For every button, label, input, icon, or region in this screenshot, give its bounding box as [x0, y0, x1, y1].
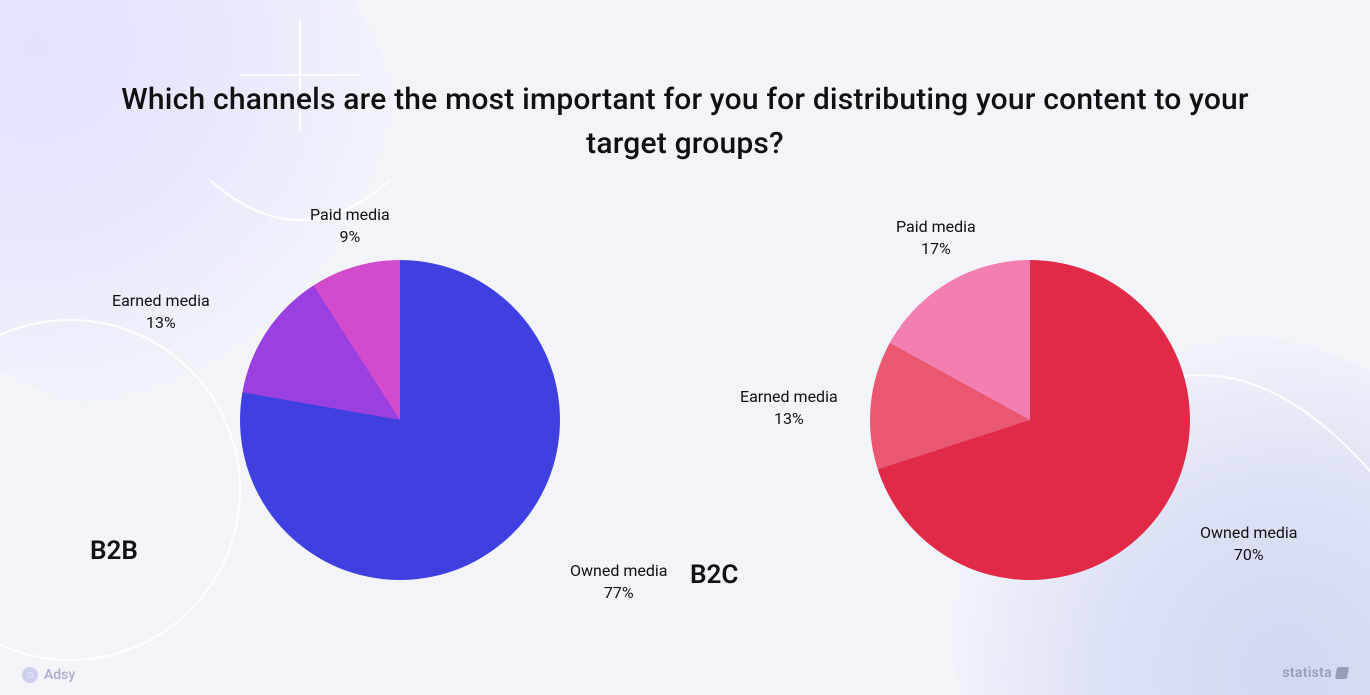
footer-left-logo: ☺ Adsy [22, 667, 75, 683]
b2c-paid-name: Paid media [896, 217, 976, 236]
bg-lineart-bottom-left [0, 300, 260, 680]
b2b-earned-name: Earned media [112, 291, 210, 310]
chart-b2b: B2B Owned media 77% Earned media 13% Pai… [240, 260, 560, 580]
b2c-owned-label: Owned media 70% [1200, 522, 1297, 565]
b2c-owned-value: 70% [1234, 545, 1264, 564]
adsy-icon: ☺ [22, 667, 38, 683]
pie-b2b [240, 260, 560, 580]
infographic-canvas: Which channels are the most important fo… [0, 0, 1370, 695]
chart-b2c-label: B2C [690, 560, 738, 590]
b2c-paid-label: Paid media 17% [896, 216, 976, 259]
pie-b2c [870, 260, 1190, 580]
footer-right-logo: statista [1282, 665, 1348, 681]
footer-right-text: statista [1282, 665, 1332, 681]
footer-left-text: Adsy [44, 667, 75, 683]
b2b-owned-label: Owned media 77% [570, 560, 667, 603]
statista-mark-icon [1335, 667, 1349, 679]
b2b-paid-name: Paid media [310, 205, 390, 224]
b2c-earned-value: 13% [774, 409, 804, 428]
b2b-paid-value: 9% [340, 227, 361, 246]
b2b-paid-label: Paid media 9% [310, 204, 390, 247]
b2c-paid-value: 17% [921, 239, 951, 258]
b2c-earned-name: Earned media [740, 387, 838, 406]
b2b-owned-name: Owned media [570, 561, 667, 580]
chart-b2b-label: B2B [90, 536, 138, 566]
b2c-owned-name: Owned media [1200, 523, 1297, 542]
chart-title: Which channels are the most important fo… [0, 78, 1370, 165]
b2b-earned-label: Earned media 13% [112, 290, 210, 333]
chart-b2c: B2C Owned media 70% Earned media 13% Pai… [870, 260, 1190, 580]
b2b-owned-value: 77% [604, 583, 634, 602]
b2b-earned-value: 13% [146, 313, 176, 332]
b2c-earned-label: Earned media 13% [740, 386, 838, 429]
